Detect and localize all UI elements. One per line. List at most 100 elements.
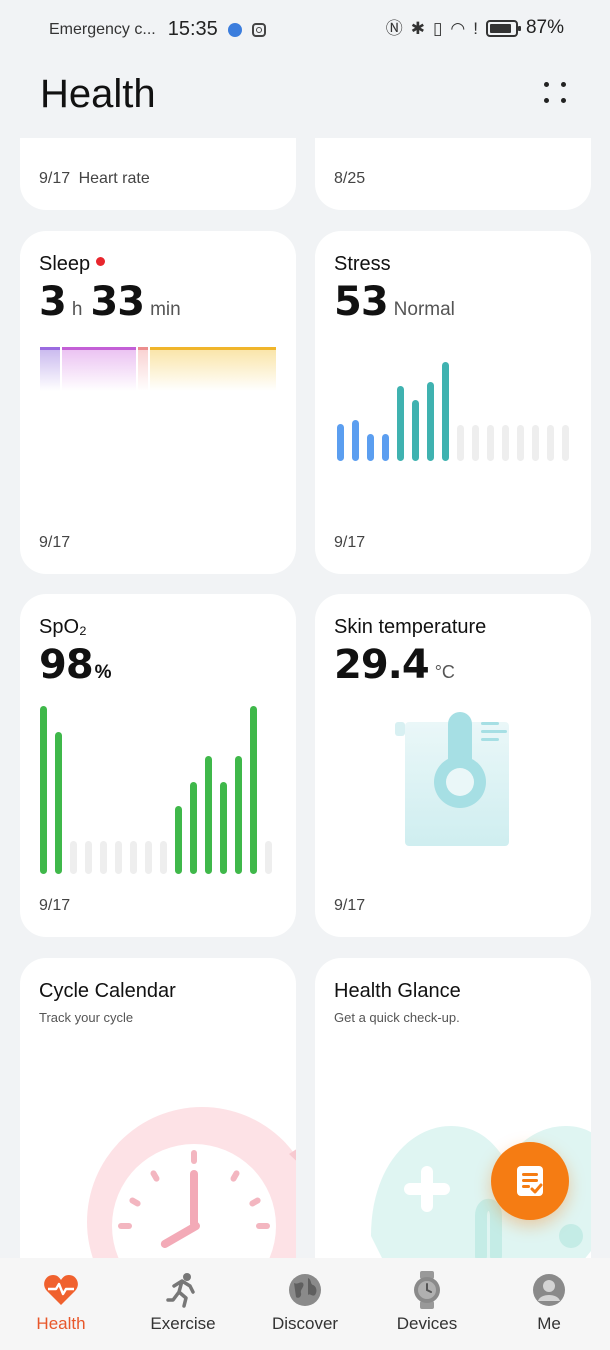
spo2-bar bbox=[145, 841, 152, 874]
card-date: 9/17 bbox=[39, 897, 71, 914]
sleep-card[interactable]: Sleep 3 h 33 min 9/17 bbox=[20, 231, 296, 574]
nfc-icon: Ⓝ bbox=[385, 18, 403, 38]
heart-rate-card[interactable]: 9/17 Heart rate bbox=[20, 138, 296, 210]
stress-bar bbox=[382, 434, 389, 461]
bottom-navigation: Health Exercise Discover bbox=[0, 1258, 610, 1350]
nav-health[interactable]: Health bbox=[6, 1272, 116, 1334]
cycle-calendar-card[interactable]: Cycle Calendar Track your cycle bbox=[20, 958, 296, 1258]
spo2-bar bbox=[190, 782, 197, 874]
stress-bar bbox=[442, 362, 449, 461]
stress-bar bbox=[352, 420, 359, 461]
spo2-bar bbox=[115, 841, 122, 874]
spo2-bar bbox=[265, 841, 272, 874]
card-date: 9/17 bbox=[39, 170, 71, 187]
sleep-stage-chart bbox=[40, 347, 276, 391]
stress-bar bbox=[367, 434, 374, 461]
nav-label: Devices bbox=[396, 1314, 458, 1333]
card-title: Health Glance bbox=[334, 980, 461, 1002]
spo2-bar bbox=[85, 841, 92, 874]
spo2-bar bbox=[130, 841, 137, 874]
card-title-wrap: Sleep bbox=[39, 253, 106, 276]
card-grid[interactable]: 9/17 Heart rate 8/25 Sleep 3 h 33 min bbox=[0, 138, 610, 1258]
health-report-button[interactable] bbox=[491, 1142, 569, 1220]
card-subtitle: Get a quick check-up. bbox=[334, 1010, 460, 1025]
spo2-value: 98 bbox=[39, 642, 94, 688]
clock-icon bbox=[87, 1107, 296, 1258]
stress-bar bbox=[397, 386, 404, 461]
running-icon bbox=[165, 1272, 201, 1308]
instagram-icon bbox=[251, 22, 266, 37]
dot-icon bbox=[544, 82, 549, 87]
card-date: 8/25 bbox=[334, 170, 366, 187]
skin-temp-value: 29.4 bbox=[334, 642, 430, 688]
spo2-bar bbox=[235, 756, 242, 874]
dot-icon bbox=[561, 82, 566, 87]
stress-bar bbox=[427, 382, 434, 461]
card-title: SpO₂ bbox=[39, 616, 87, 638]
nav-discover[interactable]: Discover bbox=[250, 1272, 360, 1334]
heart-pulse-icon bbox=[43, 1272, 79, 1308]
sleep-minutes: 33 bbox=[90, 279, 145, 325]
stress-status: Normal bbox=[393, 299, 455, 320]
stress-bar bbox=[562, 425, 569, 461]
vibrate-icon: ▯ bbox=[433, 18, 443, 38]
more-options-button[interactable] bbox=[540, 78, 570, 108]
spo2-bar bbox=[160, 841, 167, 874]
card-title: Cycle Calendar bbox=[39, 980, 176, 1002]
card-date: 9/17 bbox=[334, 534, 366, 551]
card-title: Skin temperature bbox=[334, 616, 487, 638]
card-label: Heart rate bbox=[78, 170, 150, 187]
spo2-bar bbox=[70, 841, 77, 874]
nav-me[interactable]: Me bbox=[494, 1272, 604, 1334]
new-data-dot bbox=[96, 257, 106, 266]
stress-card[interactable]: Stress 53 Normal 9/17 bbox=[315, 231, 591, 574]
spo2-bar bbox=[175, 806, 182, 874]
spo2-bar bbox=[40, 706, 47, 874]
stress-value: 53 bbox=[334, 279, 389, 325]
app-notification-icon bbox=[227, 22, 242, 37]
top-right-card[interactable]: 8/25 bbox=[315, 138, 591, 210]
clock: 15:35 bbox=[167, 18, 218, 40]
spo2-card[interactable]: SpO₂ 98 % 9/17 bbox=[20, 594, 296, 937]
profile-icon bbox=[531, 1272, 567, 1308]
spo2-bar bbox=[55, 732, 62, 874]
stress-bar bbox=[457, 425, 464, 461]
stress-bar-chart bbox=[337, 362, 569, 461]
card-date: 9/17 bbox=[334, 897, 366, 914]
skin-temperature-card[interactable]: Skin temperature 29.4 °C 9/17 bbox=[315, 594, 591, 937]
spo2-bar bbox=[220, 782, 227, 874]
nav-label: Discover bbox=[271, 1314, 339, 1333]
watch-icon bbox=[409, 1271, 445, 1309]
stress-bar bbox=[487, 425, 494, 461]
spo2-unit: % bbox=[94, 662, 112, 683]
stress-bar bbox=[472, 425, 479, 461]
battery-percent: 87% bbox=[525, 17, 564, 38]
stress-bar bbox=[517, 425, 524, 461]
spo2-bar-chart bbox=[40, 706, 272, 874]
card-subtitle: Track your cycle bbox=[39, 1010, 134, 1025]
thermometer-icon bbox=[395, 712, 509, 846]
bluetooth-icon: ✱ bbox=[410, 18, 426, 38]
nav-label: Health bbox=[36, 1314, 86, 1333]
dot-icon bbox=[544, 98, 549, 103]
nav-label: Exercise bbox=[150, 1314, 216, 1333]
alert-icon: ! bbox=[473, 18, 478, 38]
card-title: Sleep bbox=[39, 253, 91, 275]
nav-exercise[interactable]: Exercise bbox=[128, 1272, 238, 1334]
wifi-icon: ◠ bbox=[450, 18, 466, 38]
stress-bar bbox=[412, 400, 419, 461]
report-check-icon bbox=[517, 1166, 543, 1196]
battery-icon bbox=[485, 19, 521, 37]
carrier-text: Emergency c... bbox=[49, 20, 156, 38]
stress-bar bbox=[502, 425, 509, 461]
nav-devices[interactable]: Devices bbox=[372, 1271, 482, 1334]
spo2-bar bbox=[250, 706, 257, 874]
card-date: 9/17 bbox=[39, 534, 71, 551]
dot-icon bbox=[561, 98, 566, 103]
skin-temp-unit: °C bbox=[434, 662, 455, 682]
sleep-hours: 3 bbox=[39, 279, 67, 325]
globe-icon bbox=[287, 1272, 323, 1308]
status-bar: Emergency c... 15:35 Ⓝ ✱ ▯ ◠ ! 87% bbox=[0, 0, 610, 60]
page-title: Health bbox=[40, 72, 156, 116]
stress-bar bbox=[532, 425, 539, 461]
